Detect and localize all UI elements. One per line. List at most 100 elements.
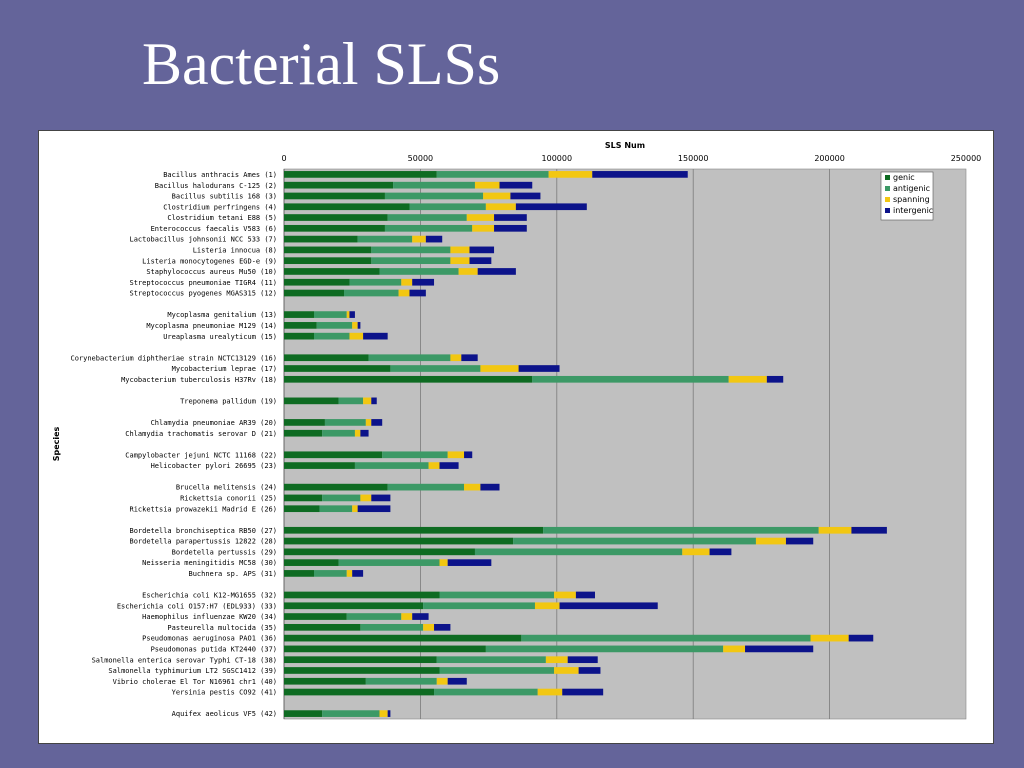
species-label: Treponema pallidum (19) <box>180 397 277 405</box>
species-label: Neisseria meningitidis MC58 (30) <box>142 559 277 567</box>
chart-title: SLS Num <box>605 141 645 150</box>
bar-segment-antigenic <box>324 419 366 426</box>
bar-segment-antigenic <box>357 235 413 243</box>
bar-segment-intergenic <box>447 677 467 685</box>
species-label: Mycoplasma pneumoniae M129 (14) <box>146 322 277 330</box>
bar-segment-genic <box>284 483 388 491</box>
bar-segment-intergenic <box>480 483 500 491</box>
bar-segment-spanning <box>723 645 746 653</box>
bar-segment-intergenic <box>562 688 604 696</box>
legend-label: genic <box>893 173 915 182</box>
bars <box>284 171 887 717</box>
bar-segment-antigenic <box>436 171 549 178</box>
y-axis-label: Species <box>52 426 61 461</box>
bar-segment-spanning <box>401 613 413 620</box>
species-label: Clostridium perfringens (4) <box>163 203 277 211</box>
legend-swatch <box>885 186 890 191</box>
species-label: Salmonella typhimurium LT2 SGSC1412 (39) <box>108 667 277 675</box>
bar-segment-intergenic <box>745 645 814 653</box>
bar-segment-genic <box>284 429 323 437</box>
bar-segment-intergenic <box>494 224 527 232</box>
x-tick-label: 250000 <box>951 154 982 163</box>
bar-segment-spanning <box>398 289 410 297</box>
bar-segment-intergenic <box>499 181 533 189</box>
bar-segment-spanning <box>755 537 786 545</box>
bar-segment-genic <box>284 354 369 362</box>
bar-segment-antigenic <box>434 688 538 696</box>
x-tick-label: 200000 <box>814 154 845 163</box>
bar-segment-intergenic <box>494 214 527 221</box>
species-label: Mycobacterium leprae (17) <box>172 365 277 373</box>
bar-segment-antigenic <box>474 548 683 556</box>
legend-swatch <box>885 208 890 213</box>
bar-segment-intergenic <box>567 656 598 664</box>
bar-segment-antigenic <box>390 365 481 372</box>
bar-segment-spanning <box>554 667 579 674</box>
bar-segment-intergenic <box>357 505 391 513</box>
bar-segment-antigenic <box>322 494 361 502</box>
legend-label: intergenic <box>893 206 933 215</box>
bar-segment-genic <box>284 451 383 459</box>
bar-segment-intergenic <box>387 710 391 717</box>
species-label: Bacillus subtilis 168 (3) <box>172 193 277 201</box>
bar-segment-antigenic <box>387 483 465 491</box>
bar-segment-intergenic <box>434 623 451 631</box>
bar-segment-genic <box>284 613 347 620</box>
bar-segment-genic <box>284 570 315 577</box>
bar-segment-intergenic <box>477 268 516 275</box>
species-label: Staphylococcus aureus Mu50 (10) <box>146 268 277 276</box>
bar-segment-antigenic <box>316 322 353 329</box>
species-label: Bacillus anthracis Ames (1) <box>163 171 277 179</box>
bar-segment-genic <box>284 171 437 178</box>
species-label: Enterococcus faecalis V583 (6) <box>151 225 277 233</box>
bar-segment-antigenic <box>322 710 380 717</box>
bar-segment-spanning <box>346 311 350 318</box>
bar-segment-antigenic <box>423 602 535 610</box>
x-tick-labels: 0 50000 100000 150000 200000 250000 <box>281 154 981 163</box>
bar-segment-intergenic <box>559 602 658 610</box>
bar-segment-spanning <box>483 192 511 200</box>
bar-segment-antigenic <box>439 591 555 599</box>
bar-segment-genic <box>284 332 315 340</box>
bar-segment-spanning <box>480 365 519 372</box>
bar-segment-spanning <box>554 591 576 599</box>
bar-segment-spanning <box>450 246 470 254</box>
bar-segment-spanning <box>485 203 516 211</box>
bar-segment-spanning <box>428 462 440 469</box>
bar-segment-antigenic <box>314 332 350 340</box>
bar-segment-genic <box>284 289 345 297</box>
species-label: Yersinia pestis CO92 (41) <box>172 689 277 697</box>
bar-segment-intergenic <box>412 613 429 620</box>
legend-swatch <box>885 197 890 202</box>
bar-segment-antigenic <box>365 677 437 685</box>
bar-segment-genic <box>284 656 437 664</box>
bar-segment-antigenic <box>439 667 555 674</box>
bar-segment-antigenic <box>346 613 402 620</box>
bar-segment-spanning <box>545 656 568 664</box>
bar-segment-antigenic <box>338 559 440 566</box>
bar-segment-intergenic <box>349 311 355 318</box>
legend-swatch <box>885 175 890 180</box>
bar-segment-intergenic <box>578 667 601 674</box>
bar-segment-genic <box>284 419 325 426</box>
bar-segment-genic <box>284 559 339 566</box>
bar-segment-spanning <box>401 278 413 286</box>
species-label: Streptococcus pneumoniae TIGR4 (11) <box>129 279 277 287</box>
bar-segment-intergenic <box>409 289 426 297</box>
bar-segment-antigenic <box>532 375 729 383</box>
bar-segment-intergenic <box>371 494 391 502</box>
bar-segment-genic <box>284 537 514 545</box>
species-label: Rickettsia conorii (25) <box>180 495 277 503</box>
bar-segment-intergenic <box>425 235 443 243</box>
bar-segment-genic <box>284 667 440 674</box>
bar-segment-antigenic <box>354 462 429 469</box>
legend: genic antigenic spanning intergenic <box>880 171 934 221</box>
species-label: Lactobacillus johnsonii NCC 533 (7) <box>129 236 277 244</box>
species-label: Helicobacter pylori 26695 (23) <box>151 462 277 470</box>
bar-segment-genic <box>284 634 522 642</box>
species-label: Listeria monocytogenes EGD-e (9) <box>142 257 277 265</box>
species-label: Vibrio cholerae El Tor N16961 chr1 (40) <box>113 678 277 686</box>
bar-segment-genic <box>284 181 394 189</box>
bar-segment-spanning <box>728 375 767 383</box>
bar-segment-spanning <box>472 224 495 232</box>
